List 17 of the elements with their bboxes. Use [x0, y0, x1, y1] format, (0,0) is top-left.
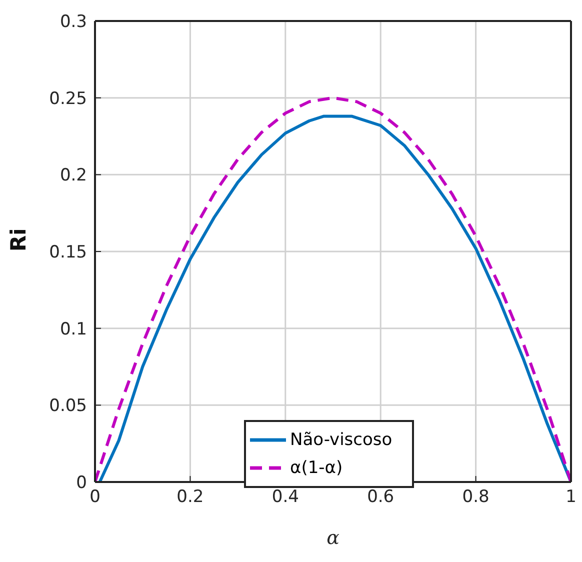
- y-tick-label: 0.25: [49, 88, 87, 109]
- y-axis-title: Ri: [6, 228, 30, 252]
- x-axis-title: α: [326, 527, 340, 549]
- x-tick-label: 0.4: [272, 487, 299, 508]
- y-tick-label: 0.15: [49, 242, 87, 263]
- y-tick-label: 0.3: [60, 12, 87, 32]
- x-tick-label: 0.8: [462, 487, 490, 508]
- y-tick-label: 0: [76, 473, 87, 494]
- y-tick-label: 0.05: [49, 396, 87, 416]
- legend-label: α(1-α): [290, 458, 343, 478]
- y-tick-label: 0.2: [60, 166, 87, 186]
- y-tick-label: 0.1: [60, 319, 87, 340]
- x-tick-label: 1: [566, 487, 576, 508]
- x-tick-label: 0.2: [176, 487, 204, 508]
- x-tick-label: 0: [90, 487, 100, 508]
- legend-label: Não-viscoso: [290, 430, 392, 450]
- x-tick-label: 0.6: [367, 487, 394, 508]
